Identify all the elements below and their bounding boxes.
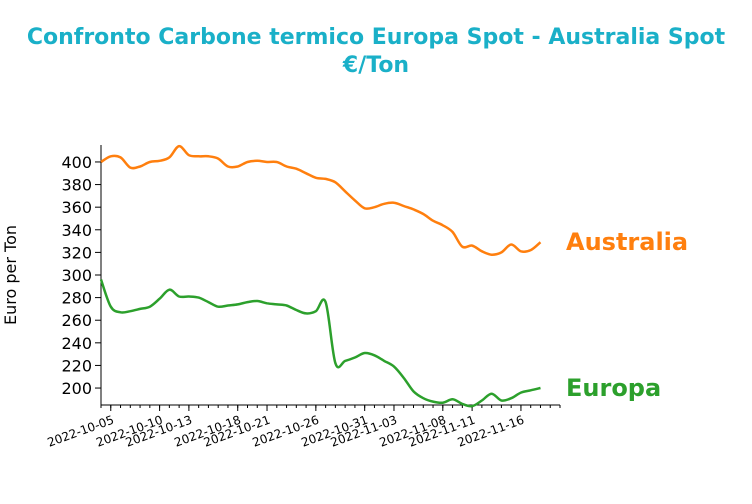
series-line-europa (99, 279, 541, 408)
series-labels: Australia Europa (566, 228, 688, 402)
series-line-australia (100, 144, 542, 256)
y-tick-label: 220 (61, 356, 92, 375)
y-tick-label: 320 (61, 243, 92, 262)
axes: 2002202402602803003203403603804002022-10… (45, 145, 561, 450)
chart-title: Confronto Carbone termico Europa Spot - … (0, 24, 752, 80)
y-axis-title: Euro per Ton (1, 225, 20, 325)
y-tick-label: 260 (61, 311, 92, 330)
series-label-europa: Europa (566, 374, 661, 402)
y-tick-label: 340 (61, 221, 92, 240)
y-tick-label: 300 (61, 266, 92, 285)
y-tick-label: 360 (61, 198, 92, 217)
chart-title-line1: Confronto Carbone termico Europa Spot - … (26, 25, 726, 50)
series-lines (99, 144, 542, 408)
chart-title-line2: €/Ton (342, 53, 410, 78)
y-tick-label: 240 (61, 334, 92, 353)
y-tick-label: 400 (61, 153, 92, 172)
y-tick-label: 200 (61, 379, 92, 398)
series-label-australia: Australia (566, 228, 688, 256)
y-tick-label: 380 (61, 176, 92, 195)
y-tick-label: 280 (61, 289, 92, 308)
